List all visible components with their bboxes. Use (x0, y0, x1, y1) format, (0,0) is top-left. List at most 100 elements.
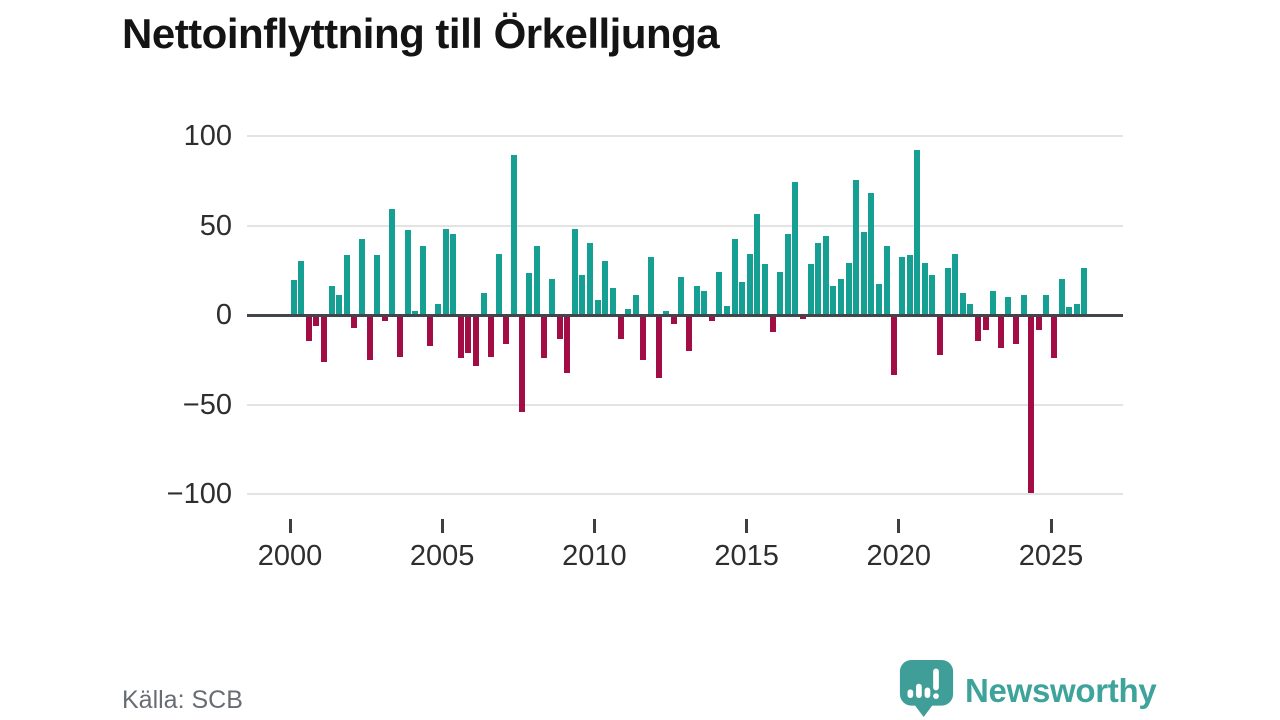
bar-negative (982, 315, 989, 330)
bar-positive (495, 253, 502, 315)
bar-chart-plot-area: 100 50 0 −50 −100 2000 2005 2010 2015 2020 2025 (166, 120, 1123, 572)
bar-negative (617, 315, 624, 339)
bar-positive (921, 262, 928, 315)
bar-positive (876, 284, 883, 315)
bar-negative (366, 315, 373, 361)
bar-negative (1012, 315, 1019, 345)
bar-positive (609, 287, 616, 315)
bar-positive (663, 310, 670, 315)
bar-negative (997, 315, 1004, 348)
bar-negative (1051, 315, 1057, 359)
bar-negative (473, 315, 480, 366)
bar-negative (556, 315, 563, 339)
bar-positive (1066, 307, 1073, 315)
bar-positive (343, 255, 350, 315)
bar-negative (936, 315, 943, 355)
bar-positive (1043, 294, 1050, 315)
gridline-y-100 (247, 493, 1123, 495)
x-axis-tick-label: 2005 (409, 540, 475, 572)
bar-positive (990, 291, 997, 315)
bar-positive (868, 192, 875, 315)
y-axis-tick-label: −50 (182, 388, 232, 421)
bar-positive (1058, 278, 1065, 315)
bar-positive (929, 275, 936, 315)
bar-positive (807, 264, 814, 315)
bar-positive (290, 280, 297, 315)
bar-positive (587, 242, 594, 315)
y-axis-tick-label: −100 (166, 478, 232, 510)
bar-positive (412, 310, 419, 315)
bar-negative (1028, 315, 1035, 493)
gridline-y100 (247, 135, 1123, 137)
source-note: Källa: SCB (122, 686, 243, 714)
bar-positive (579, 275, 586, 315)
bar-positive (784, 233, 791, 315)
y-axis-tick-label: 0 (215, 299, 232, 331)
y-axis-tick-label: 50 (199, 209, 232, 242)
bar-negative (564, 315, 571, 373)
bar-positive (815, 242, 822, 315)
bar-positive (328, 285, 335, 315)
x-axis-tick-mark (897, 519, 901, 533)
bar-negative (518, 315, 525, 413)
bar-positive (883, 246, 890, 315)
bar-positive (723, 305, 730, 315)
bar-positive (830, 285, 837, 315)
bar-positive (511, 155, 518, 315)
bar-positive (853, 180, 860, 315)
y-axis-tick-label: 100 (183, 120, 232, 152)
x-axis-tick-label: 2020 (866, 540, 932, 572)
gridline-y50 (247, 224, 1123, 227)
bar-positive (822, 235, 829, 315)
bar-positive (777, 271, 784, 315)
x-axis-tick-label: 2025 (1018, 540, 1084, 572)
bar-negative (769, 315, 776, 332)
bar-positive (336, 294, 343, 315)
bar-positive (632, 294, 639, 315)
x-axis-tick-label: 2010 (562, 540, 627, 572)
bar-positive (967, 303, 974, 315)
newsworthy-wordmark: Newsworthy (965, 671, 1157, 709)
bar-negative (640, 315, 647, 361)
bar-negative (305, 315, 312, 341)
bar-negative (503, 315, 510, 345)
bar-positive (549, 278, 556, 315)
gridline-y-50 (247, 403, 1123, 406)
bar-positive (860, 232, 867, 315)
bar-negative (396, 315, 403, 357)
bar-negative (685, 315, 692, 352)
bar-negative (891, 315, 898, 375)
bar-negative (655, 315, 662, 379)
bar-negative (974, 315, 981, 341)
bar-positive (906, 255, 913, 315)
bar-positive (434, 303, 441, 315)
bar-positive (358, 239, 365, 315)
bar-positive (404, 230, 411, 315)
bar-positive (533, 246, 540, 315)
bar-positive (731, 239, 738, 315)
bar-positive (450, 233, 457, 315)
x-axis-tick-mark (440, 519, 444, 533)
bar-positive (647, 257, 654, 315)
x-axis-tick-mark (592, 519, 596, 533)
bar-positive (746, 253, 753, 315)
bar-positive (716, 271, 723, 315)
bar-positive (952, 253, 959, 315)
bar-positive (845, 262, 852, 315)
bar-positive (526, 273, 533, 315)
bar-positive (678, 276, 685, 315)
x-axis-tick-mark (288, 519, 292, 533)
bar-negative (427, 315, 434, 346)
bar-positive (1081, 267, 1088, 315)
bar-positive (701, 291, 708, 315)
bar-positive (959, 293, 966, 315)
x-axis-tick-label: 2000 (257, 540, 323, 572)
bar-negative (541, 315, 548, 359)
x-axis-tick-mark (745, 519, 749, 533)
bar-negative (488, 315, 495, 357)
x-axis-tick-label: 2015 (714, 540, 779, 572)
bar-positive (374, 255, 381, 315)
bar-negative (320, 315, 327, 363)
bar-negative (708, 315, 715, 321)
